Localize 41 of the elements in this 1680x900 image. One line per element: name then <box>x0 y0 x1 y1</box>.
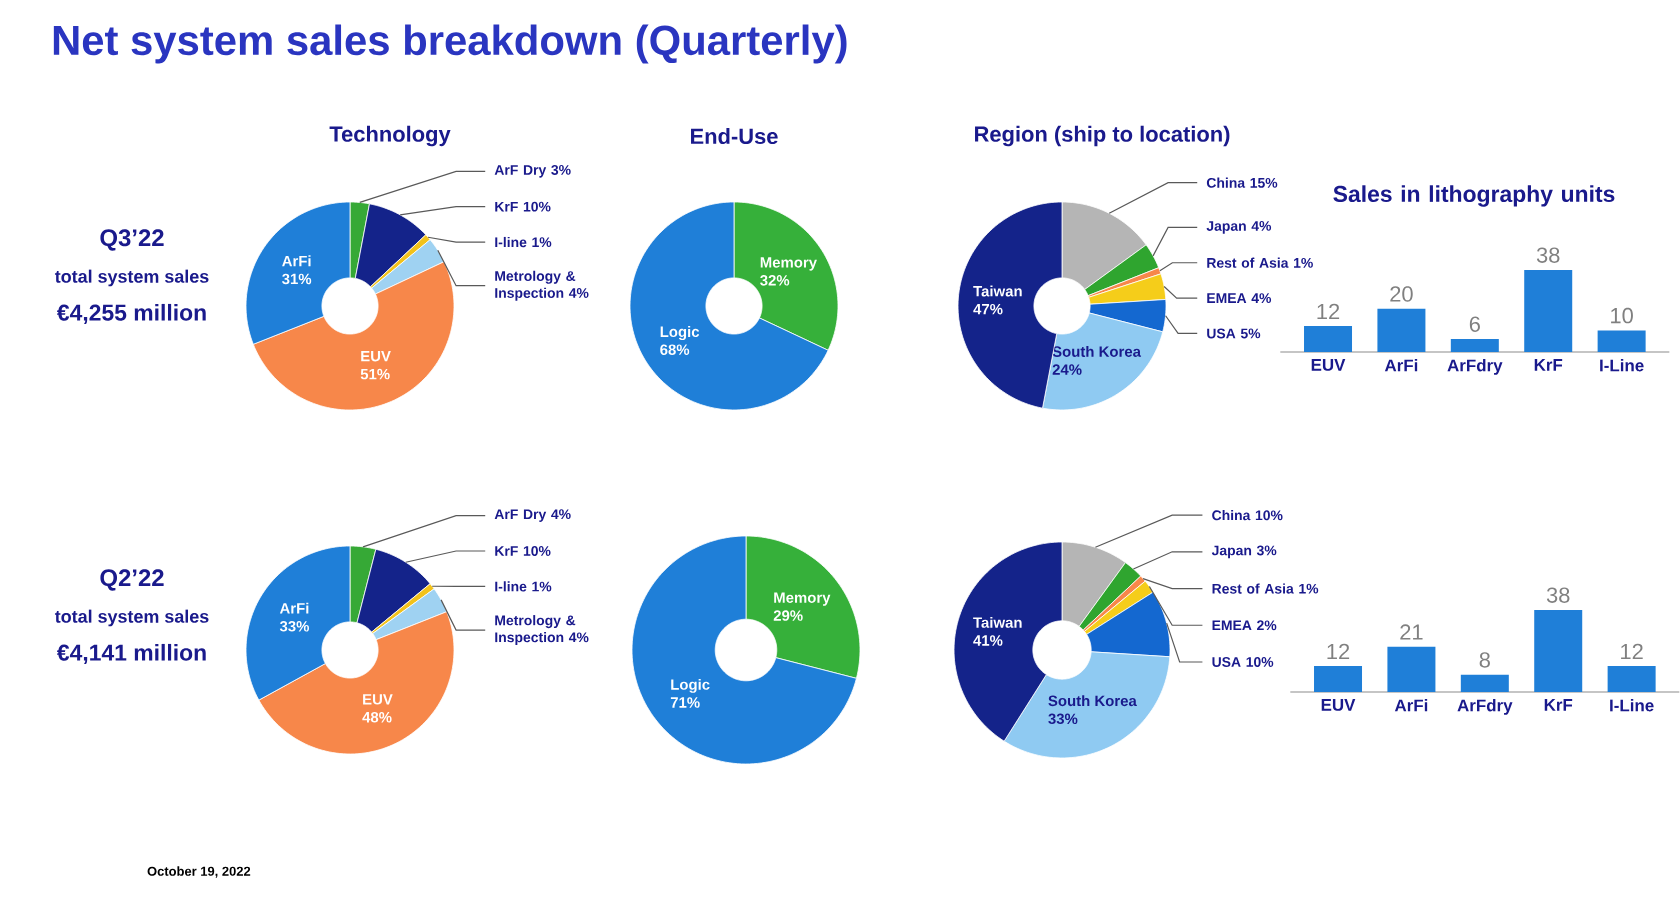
bar <box>1534 609 1583 692</box>
x-tick-label: KrF <box>1544 699 1573 711</box>
data-label: 6 <box>1469 316 1480 332</box>
data-label: 20 <box>1390 286 1413 302</box>
chart-title: Technology <box>329 125 451 147</box>
x-tick-label: I-Line <box>1610 699 1654 712</box>
data-label: 38 <box>1546 587 1570 603</box>
bar <box>1524 269 1573 352</box>
bar <box>1314 666 1363 692</box>
x-tick-label: ArFi <box>1384 359 1418 372</box>
data-label: 8 <box>1479 652 1490 668</box>
x-tick-label: ArFdry <box>1457 699 1513 715</box>
data-label: 21 <box>1400 624 1423 640</box>
bar <box>1607 666 1656 692</box>
data-label: 38 <box>1536 247 1560 263</box>
data-label: 12 <box>1327 643 1350 660</box>
x-tick-label: EUV <box>1321 699 1356 711</box>
data-label: 12 <box>1621 643 1643 660</box>
x-tick-label: KrF <box>1534 359 1563 371</box>
x-tick-label: ArFdry <box>1447 359 1503 375</box>
chart-title: Sales in lithography units <box>1333 185 1615 207</box>
bar <box>1597 330 1646 352</box>
data-label: 12 <box>1317 303 1340 320</box>
x-tick-label: I-Line <box>1600 359 1644 372</box>
bar <box>1387 646 1436 692</box>
text: €4,141 million <box>56 643 206 665</box>
x-tick-label: ArFi <box>1394 699 1428 712</box>
text: €4,255 million <box>56 303 206 325</box>
text: Q2’22 <box>100 569 164 591</box>
text: Q3’22 <box>100 229 164 251</box>
data-label: 10 <box>1611 307 1633 324</box>
chart-title: End-Use <box>691 127 778 145</box>
text: Net system sales breakdown (Quarterly) <box>53 24 847 64</box>
bar <box>1460 674 1509 692</box>
chart-title: Region (ship to location) <box>975 125 1230 147</box>
bar <box>1450 339 1499 352</box>
bar <box>1377 308 1426 352</box>
bar <box>1304 326 1353 352</box>
text: total system sales <box>54 609 209 627</box>
text: total system sales <box>54 269 209 287</box>
x-tick-label: EUV <box>1311 359 1346 371</box>
